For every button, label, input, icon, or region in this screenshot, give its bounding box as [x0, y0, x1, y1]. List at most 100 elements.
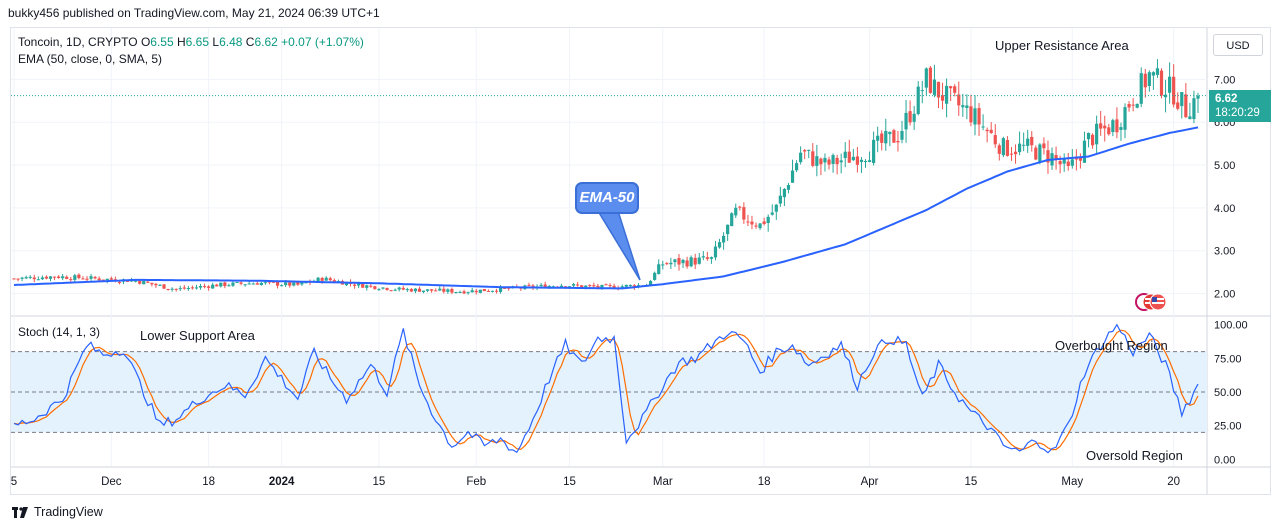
candle-body	[186, 288, 190, 290]
candle-body	[417, 288, 422, 292]
candle-body	[1168, 76, 1172, 93]
candle-body	[219, 282, 223, 287]
flag-icon[interactable]	[1134, 292, 1174, 312]
candle-body	[794, 163, 799, 171]
candle-body	[945, 85, 949, 104]
candle-body	[251, 283, 255, 285]
candle-body	[790, 170, 795, 183]
candle-body	[559, 285, 563, 288]
candle-body	[239, 282, 243, 284]
candle-body	[888, 131, 892, 135]
candle-body	[377, 289, 381, 291]
candle-body	[231, 282, 235, 286]
footer-brand-text: TradingView	[34, 505, 103, 519]
candle-body	[543, 284, 547, 289]
candle-body	[142, 281, 146, 285]
candle-body	[677, 258, 681, 265]
candle-body	[498, 287, 503, 292]
candle-body	[985, 129, 989, 132]
candle-body	[571, 284, 576, 286]
time-tick-label: 15	[965, 476, 978, 488]
time-tick-label: 2024	[269, 476, 295, 488]
candle-body	[93, 276, 97, 279]
candle-body	[284, 282, 288, 286]
candle-body	[369, 285, 373, 287]
stoch-axis-ticks: 0.00 25.00 50.00 75.00 100.00	[1214, 320, 1248, 467]
candle-body	[920, 90, 924, 92]
candle-body	[977, 108, 981, 125]
candle-body	[190, 287, 195, 289]
candle-body	[1030, 136, 1034, 146]
time-tick-label: Feb	[466, 476, 486, 488]
price-tick-label: 5.00	[1214, 160, 1235, 172]
symbol-legend[interactable]: Toncoin, 1D, CRYPTO O6.55 H6.65 L6.48 C6…	[18, 35, 364, 49]
candle-body	[1103, 125, 1107, 129]
candle-body	[332, 280, 336, 282]
oversold-label: Oversold Region	[1086, 448, 1183, 463]
candle-body	[973, 108, 977, 125]
candle-body	[1188, 116, 1192, 120]
candle-body	[912, 113, 916, 122]
candle-body	[223, 282, 227, 287]
time-tick-label: 5	[11, 476, 17, 488]
candle-body	[57, 276, 61, 279]
candle-body	[154, 283, 158, 286]
candle-body	[450, 288, 454, 293]
close-label: C	[245, 35, 255, 49]
candle-body	[320, 277, 324, 281]
candle-body	[275, 281, 280, 286]
candle-body	[851, 156, 855, 161]
candle-body	[665, 263, 669, 265]
stoch-tick-label: 50.00	[1214, 387, 1242, 399]
candle-body	[932, 79, 937, 95]
candle-body	[685, 260, 689, 267]
candle-body	[61, 276, 65, 279]
candle-body	[198, 286, 203, 288]
candle-body	[12, 278, 16, 280]
candle-body	[243, 284, 247, 286]
stoch-legend[interactable]: Stoch (14, 1, 3)	[18, 325, 101, 339]
tradingview-logo-icon	[12, 506, 28, 518]
currency-button[interactable]: USD	[1213, 34, 1263, 56]
time-tick-label: Dec	[101, 476, 122, 488]
candle-body	[782, 188, 787, 198]
candle-body	[709, 257, 714, 259]
candle-body	[24, 277, 28, 279]
candle-body	[835, 157, 839, 165]
candle-body	[1111, 120, 1115, 133]
candle-body	[969, 106, 973, 123]
candle-body	[77, 274, 81, 279]
candle-body	[539, 284, 543, 287]
candle-body	[1196, 95, 1200, 99]
candle-body	[1099, 123, 1103, 129]
candle-body	[401, 287, 405, 290]
candle-body	[624, 284, 628, 287]
time-tick-label: 18	[202, 476, 215, 488]
ema-legend[interactable]: EMA (50, close, 0, SMA, 5)	[18, 52, 163, 66]
candle-body	[576, 284, 580, 286]
candle-body	[876, 135, 880, 141]
footer-brand[interactable]: TradingView	[12, 505, 103, 519]
candle-body	[166, 288, 170, 290]
candle-body	[466, 292, 470, 294]
candle-body	[620, 286, 624, 289]
candle-body	[953, 86, 957, 93]
candle-body	[693, 257, 697, 265]
change-value: +0.07 (+1.07%)	[281, 35, 364, 49]
candle-body	[1163, 94, 1168, 98]
stoch-tick-label: 0.00	[1214, 454, 1235, 466]
candle-body	[989, 129, 993, 133]
candle-body	[742, 207, 746, 220]
candle-body	[48, 276, 53, 279]
candle-body	[717, 242, 722, 248]
open-value: 6.55	[150, 35, 174, 49]
ema-callout-pointer	[596, 210, 641, 281]
candle-body	[1119, 127, 1123, 130]
candle-body	[478, 289, 482, 293]
candle-body	[807, 149, 811, 151]
stoch-band	[11, 351, 1207, 433]
candle-body	[819, 158, 823, 165]
candle-body	[1127, 104, 1131, 108]
candle-body	[1135, 103, 1139, 108]
